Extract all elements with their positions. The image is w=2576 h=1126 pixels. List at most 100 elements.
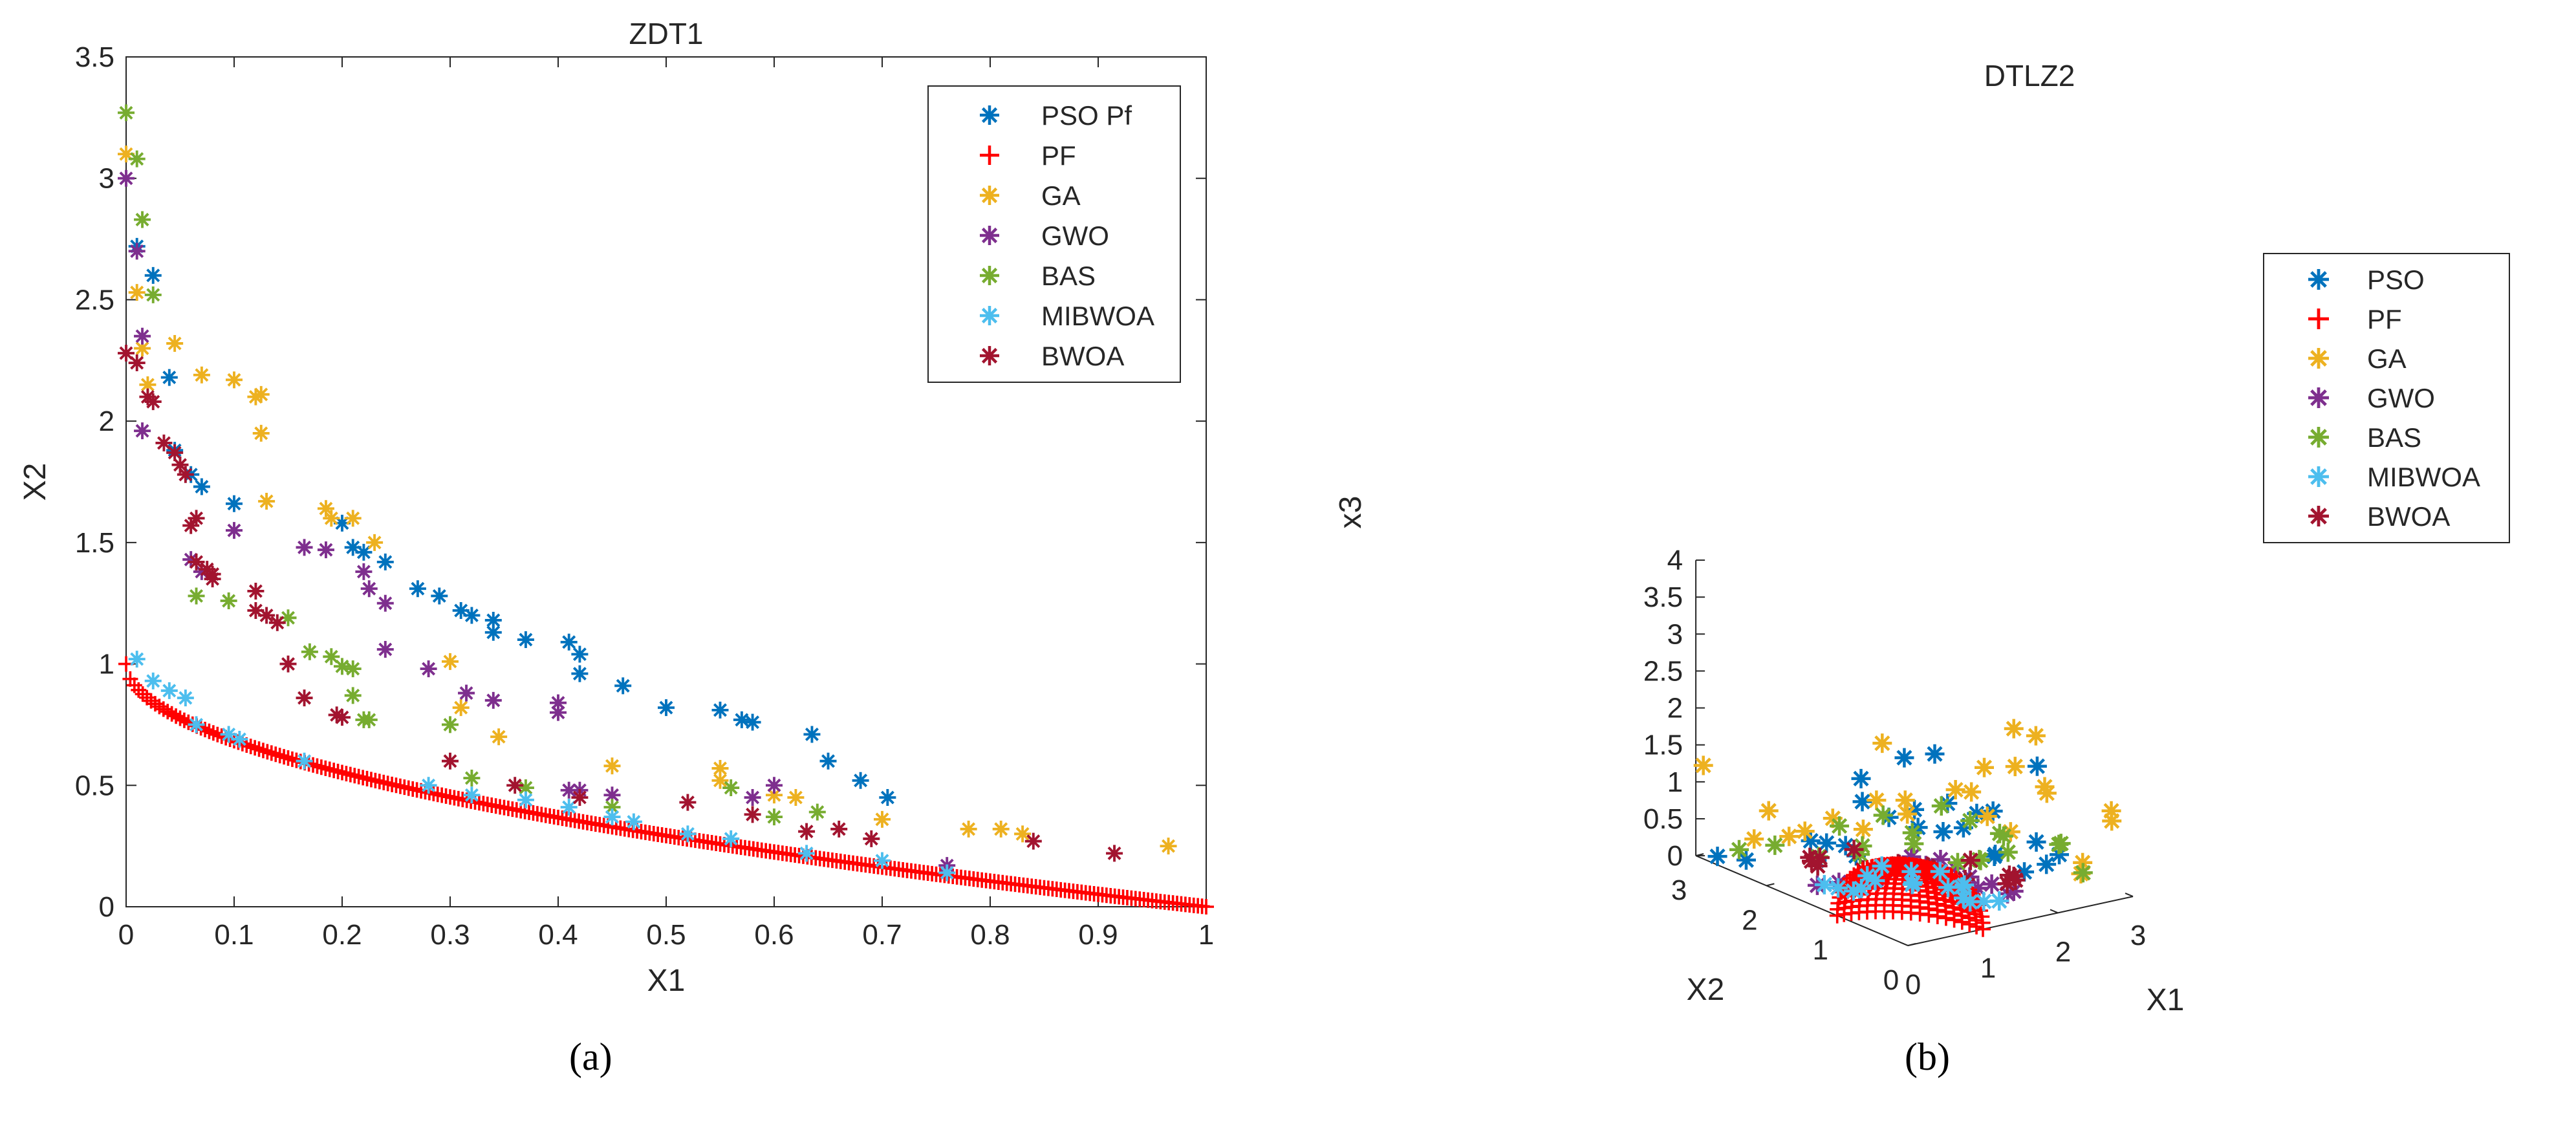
y-tick-label: 1 bbox=[99, 649, 114, 680]
point-bwoa bbox=[861, 828, 882, 849]
point-mibwoa bbox=[872, 850, 892, 871]
point-pso bbox=[483, 622, 503, 642]
legend-label: GWO bbox=[1041, 221, 1109, 251]
z-tick-label: 1 bbox=[1667, 766, 1683, 798]
x-axis-line bbox=[1907, 896, 2134, 946]
x-tick-label: 0 bbox=[1905, 969, 1921, 1001]
z-tick-label: 2 bbox=[1667, 693, 1683, 724]
point-gwo bbox=[483, 690, 503, 710]
point-pso bbox=[159, 367, 179, 387]
point-bas bbox=[343, 686, 363, 706]
point-ga bbox=[1896, 790, 1915, 810]
y-tick-label: 0 bbox=[1883, 964, 1899, 996]
point-ga bbox=[1694, 755, 1713, 775]
point-bas bbox=[807, 802, 827, 822]
legend-marker bbox=[2308, 269, 2329, 290]
point-pso bbox=[407, 579, 428, 599]
x-tick-label: 0.7 bbox=[862, 919, 902, 951]
point-pso bbox=[802, 724, 822, 744]
legend-label: BAS bbox=[1041, 261, 1096, 291]
point-ga bbox=[1013, 824, 1033, 844]
point-ga bbox=[2026, 726, 2046, 746]
point-bas bbox=[1874, 806, 1893, 825]
point-bwoa bbox=[175, 464, 195, 484]
point-ga bbox=[786, 788, 806, 808]
x-tick-label: 1 bbox=[1980, 953, 1996, 984]
legend-marker bbox=[980, 186, 999, 205]
legend-marker bbox=[2308, 466, 2329, 487]
point-mibwoa bbox=[159, 680, 179, 700]
legend-label: MIBWOA bbox=[2367, 462, 2480, 492]
legend-marker bbox=[980, 226, 999, 245]
point-mibwoa bbox=[515, 790, 536, 810]
point-mibwoa bbox=[175, 688, 195, 708]
point-bwoa bbox=[257, 605, 277, 625]
legend-marker bbox=[2308, 506, 2329, 526]
data-points bbox=[1694, 719, 2122, 938]
point-gwo bbox=[764, 775, 784, 796]
point-ga bbox=[251, 384, 271, 404]
point-bas bbox=[1729, 840, 1749, 860]
point-pso bbox=[1985, 847, 2004, 866]
x-axis-label: X1 bbox=[2147, 983, 2185, 1017]
y-tick-label: 1 bbox=[1812, 935, 1828, 966]
legend-box bbox=[2263, 253, 2510, 543]
y-tick-label: 3.5 bbox=[75, 41, 114, 73]
point-ga bbox=[2006, 757, 2025, 776]
legend-marker bbox=[980, 306, 999, 325]
point-bwoa bbox=[1800, 848, 1819, 867]
x-tick-label: 0.4 bbox=[538, 919, 578, 951]
x-tick-label: 0.9 bbox=[1078, 919, 1118, 951]
point-ga bbox=[1759, 801, 1779, 821]
y-tick-label: 2.5 bbox=[75, 284, 114, 316]
legend-label: GA bbox=[2367, 343, 2407, 374]
point-pso bbox=[224, 493, 244, 514]
point-bwoa bbox=[505, 775, 525, 796]
point-ga bbox=[1158, 836, 1178, 856]
point-gwo bbox=[548, 702, 568, 722]
y-tick bbox=[1766, 883, 1775, 887]
point-ga bbox=[343, 508, 363, 528]
point-ga bbox=[872, 809, 892, 829]
point-pso bbox=[1933, 822, 1953, 841]
legend-marker bbox=[980, 105, 999, 125]
z-tick-label: 0.5 bbox=[1643, 803, 1683, 835]
point-ga bbox=[191, 365, 211, 385]
y-axis-label: X2 bbox=[1687, 973, 1725, 1007]
point-pso bbox=[2027, 832, 2046, 852]
point-pso bbox=[462, 605, 482, 625]
legend-label: BWOA bbox=[1041, 341, 1124, 371]
point-pso bbox=[191, 477, 211, 497]
point-bwoa bbox=[1105, 843, 1125, 863]
point-bwoa bbox=[186, 552, 206, 572]
legend-marker bbox=[2308, 427, 2329, 448]
point-bas bbox=[2073, 863, 2093, 882]
point-mibwoa bbox=[143, 671, 163, 691]
point-mibwoa bbox=[1903, 873, 1923, 893]
point-bas bbox=[1994, 827, 2013, 846]
point-bwoa bbox=[1023, 831, 1043, 851]
point-bas bbox=[1904, 834, 1923, 854]
point-mibwoa bbox=[186, 715, 206, 735]
point-ga bbox=[365, 532, 385, 552]
point-ga bbox=[451, 698, 471, 718]
legend-label: GA bbox=[1041, 180, 1081, 211]
chart-title: DTLZ2 bbox=[1984, 59, 2075, 92]
point-gwo bbox=[316, 540, 336, 560]
y-axis-line bbox=[1695, 855, 1909, 946]
point-bas bbox=[1932, 796, 1951, 816]
x-tick-label: 0.5 bbox=[646, 919, 686, 951]
point-mibwoa bbox=[1815, 875, 1834, 894]
point-bas bbox=[1830, 816, 1849, 836]
point-ga bbox=[2102, 811, 2121, 830]
z-tick-label: 1.5 bbox=[1643, 730, 1683, 761]
z-tick-label: 4 bbox=[1667, 545, 1683, 576]
dtlz2-chart: 0123012300.511.522.533.54DTLZ2X1X2x3PSOP… bbox=[1334, 59, 2510, 1017]
point-gwo bbox=[457, 683, 476, 703]
point-bwoa bbox=[570, 788, 590, 808]
point-bwoa bbox=[440, 751, 460, 771]
x-tick-label: 0 bbox=[118, 919, 134, 951]
chart-title: ZDT1 bbox=[629, 17, 704, 50]
point-pso bbox=[878, 788, 898, 808]
y-tick bbox=[1907, 943, 1916, 946]
